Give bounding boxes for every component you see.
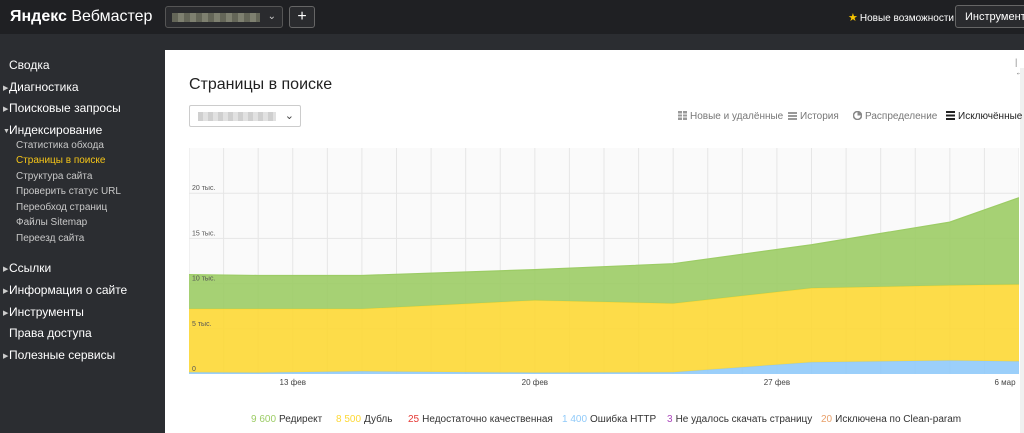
legend-label: Ошибка HTTP	[590, 414, 657, 425]
legend-value: 25	[408, 414, 420, 425]
tab-pie[interactable]: Распределение	[852, 110, 938, 122]
area-duplicate	[189, 284, 1019, 373]
site-name-redacted	[172, 13, 260, 22]
tab-history[interactable]: История	[788, 111, 839, 122]
legend-value: 1 400	[562, 414, 588, 425]
scrollbar[interactable]	[1020, 68, 1024, 433]
sidebar-item-label: Поисковые запросы	[9, 101, 121, 115]
y-tick-label: 20 тыс.	[192, 185, 215, 192]
arrow-icon: ▶	[3, 353, 9, 360]
legend-label: Не удалось скачать страницу	[675, 414, 813, 425]
tools-button[interactable]: Инструменты	[955, 5, 1024, 28]
arrow-icon: ▶	[3, 310, 9, 317]
sidebar-item-label: Инструменты	[9, 305, 84, 319]
legend-value: 8 500	[336, 414, 362, 425]
x-tick-label: 13 фев	[280, 378, 306, 387]
arrow-icon: ▶	[3, 266, 9, 273]
url-redacted	[198, 112, 276, 121]
sidebar-item-8[interactable]: Права доступа	[0, 326, 92, 340]
arrow-icon: ▼	[3, 128, 10, 135]
sidebar-item-label: Полезные сервисы	[9, 348, 116, 362]
collapse-icon[interactable]: |←	[1015, 57, 1024, 77]
sidebar-subitem-5[interactable]: Переобход страниц	[16, 202, 108, 213]
sidebar-subitem-4[interactable]: Проверить статус URL	[16, 186, 121, 197]
history-icon	[788, 111, 797, 120]
sidebar-subitem-1[interactable]: Статистика обхода	[16, 140, 104, 151]
sidebar: Сводка ▶Диагностика ▶Поисковые запросы ▼Инд…	[0, 50, 165, 433]
url-selector[interactable]: ⌄	[189, 105, 301, 127]
excluded-pages-chart: 5 тыс. 10 тыс. 15 тыс. 20 тыс. 0 13 фев 20 фев…	[189, 148, 1019, 387]
sidebar-subitem-3[interactable]: Структура сайта	[16, 171, 93, 182]
site-selector[interactable]: ⌄	[165, 6, 283, 28]
main-panel: |← Страницы в поиске ⌄ Новые и удалённые…	[165, 50, 1024, 433]
tab-table[interactable]: Новые и удалённые	[678, 111, 783, 122]
legend-value: 3	[667, 414, 673, 425]
arrow-icon: ▶	[3, 288, 9, 295]
y-tick-zero: 0	[192, 366, 196, 373]
sidebar-subitem-6[interactable]: Файлы Sitemap	[16, 217, 88, 228]
tab-label: История	[800, 111, 839, 122]
sidebar-item-5[interactable]: ▶Ссылки	[0, 261, 51, 275]
legend-label: Исключена по Clean-param	[835, 414, 962, 425]
y-tick-label: 15 тыс.	[192, 230, 215, 237]
table-icon	[678, 111, 687, 120]
x-tick-label: 6 мар	[994, 378, 1016, 387]
legend-label: Дубль	[364, 414, 393, 425]
sidebar-subitem-2[interactable]: Страницы в поиске	[16, 155, 106, 166]
legend-label: Недостаточно качественная	[422, 414, 553, 425]
area-http_error	[189, 360, 1019, 374]
arrow-icon: ▶	[3, 106, 9, 113]
legend-item-redirect[interactable]: 9 600 Редирект	[251, 414, 322, 425]
line-redirect	[189, 197, 1019, 277]
area-redirect	[189, 197, 1019, 309]
sidebar-subitem-7[interactable]: Переезд сайта	[16, 233, 85, 244]
arrow-icon: ▶	[3, 85, 9, 92]
legend-item-clean_param[interactable]: 20 Исключена по Clean-param	[821, 414, 961, 425]
chart-legend: 9 600 Редирект 8 500 Дубль 25 Недостаточно ка…	[165, 414, 1024, 430]
sidebar-item-2[interactable]: ▶Диагностика	[0, 80, 79, 94]
sidebar-item-label: Права доступа	[9, 326, 92, 340]
tab-list[interactable]: Исключённые	[946, 111, 1022, 122]
y-tick-label: 10 тыс.	[192, 276, 215, 283]
top-bar: Яндекс Вебмастер ⌄ + ★ Новые возможности …	[0, 0, 1024, 34]
sidebar-item-label: Диагностика	[9, 80, 79, 94]
sidebar-item-7[interactable]: ▶Инструменты	[0, 305, 84, 319]
tab-label: Распределение	[865, 111, 938, 122]
legend-item-download_fail[interactable]: 3 Не удалось скачать страницу	[667, 414, 812, 425]
x-tick-label: 20 фев	[522, 378, 548, 387]
legend-label: Редирект	[279, 414, 323, 425]
sidebar-item-label: Ссылки	[9, 261, 52, 275]
sidebar-item-label: Информация о сайте	[9, 283, 128, 297]
sidebar-item-label: Индексирование	[9, 123, 103, 137]
tab-label: Новые и удалённые	[690, 111, 784, 122]
chevron-down-icon: ⌄	[284, 110, 294, 122]
legend-value: 9 600	[251, 414, 277, 425]
sidebar-item-4[interactable]: ▼Индексирование	[0, 123, 102, 137]
sidebar-item-3[interactable]: ▶Поисковые запросы	[0, 101, 121, 115]
legend-item-low_quality[interactable]: 25 Недостаточно качественная	[408, 414, 553, 425]
whats-new-link[interactable]: ★ Новые возможности	[848, 12, 954, 24]
y-tick-label: 5 тыс.	[192, 321, 212, 328]
chevron-down-icon: ⌄	[267, 11, 276, 22]
legend-item-duplicate[interactable]: 8 500 Дубль	[336, 414, 392, 425]
x-tick-label: 27 фев	[764, 378, 790, 387]
sidebar-item-label: Сводка	[9, 58, 50, 72]
sidebar-item-1[interactable]: Сводка	[0, 58, 50, 72]
legend-value: 20	[821, 414, 833, 425]
sidebar-item-6[interactable]: ▶Информация о сайте	[0, 283, 127, 297]
legend-item-http_error[interactable]: 1 400 Ошибка HTTP	[562, 414, 656, 425]
list-icon	[946, 111, 955, 120]
tab-label: Исключённые	[958, 111, 1023, 122]
add-site-button[interactable]: +	[289, 6, 315, 28]
page-title: Страницы в поиске	[189, 76, 333, 93]
pie-icon	[852, 110, 863, 121]
star-icon: ★	[848, 12, 858, 24]
yandex-webmaster-logo[interactable]: Яндекс Вебмастер	[10, 8, 153, 25]
sidebar-item-9[interactable]: ▶Полезные сервисы	[0, 348, 115, 362]
